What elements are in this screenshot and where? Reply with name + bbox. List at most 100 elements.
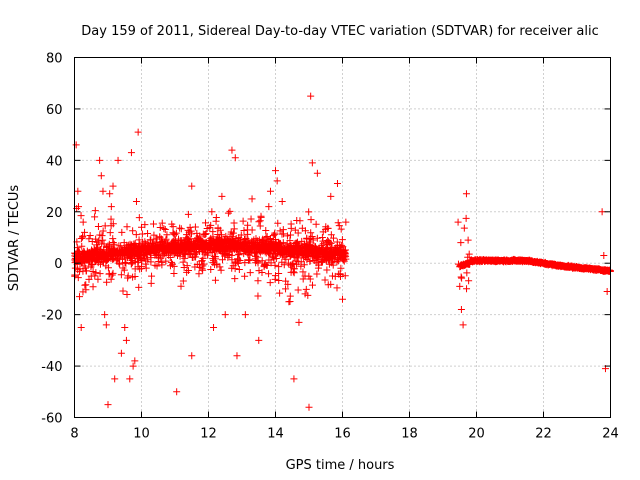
- data-point: [138, 230, 146, 238]
- data-point: [267, 259, 275, 267]
- data-point: [313, 234, 321, 242]
- data-point: [147, 279, 155, 287]
- data-point: [324, 281, 332, 289]
- ticks-layer: 8 10 12 14 16 18 20 22 24 -60 -40 -20 0 20 40 60 80: [41, 52, 619, 442]
- data-point: [84, 256, 92, 264]
- data-point: [132, 198, 140, 205]
- data-point: [210, 324, 218, 331]
- data-point: [275, 277, 283, 285]
- data-point: [265, 203, 273, 211]
- data-point: [225, 247, 233, 255]
- data-point: [113, 257, 121, 265]
- data-point: [336, 270, 344, 278]
- data-point: [312, 220, 320, 228]
- data-point: [183, 231, 191, 239]
- data-point: [142, 249, 150, 257]
- data-point: [95, 237, 103, 245]
- data-point: [91, 207, 99, 215]
- data-point: [176, 252, 184, 260]
- data-point: [119, 287, 127, 295]
- data-point: [463, 285, 471, 293]
- data-point: [307, 216, 315, 224]
- data-point: [278, 246, 286, 254]
- x-tick-label: 8: [70, 427, 78, 442]
- data-point: [318, 234, 326, 241]
- data-point: [92, 235, 100, 243]
- data-point: [299, 275, 307, 283]
- data-point: [228, 256, 236, 264]
- data-point: [257, 213, 265, 221]
- data-point: [152, 238, 160, 246]
- data-point: [307, 92, 315, 100]
- data-point: [334, 219, 342, 227]
- data-point: [88, 261, 96, 269]
- data-point: [89, 283, 97, 291]
- data-point: [98, 232, 106, 240]
- data-point: [126, 375, 134, 383]
- data-point: [138, 265, 146, 273]
- data-point: [157, 235, 165, 243]
- data-point: [101, 222, 109, 230]
- data-point: [187, 227, 195, 235]
- data-point: [172, 229, 180, 237]
- data-point: [321, 251, 329, 259]
- data-point: [303, 255, 311, 263]
- x-tick-label: 24: [602, 427, 619, 442]
- data-point: [104, 401, 112, 409]
- data-point: [464, 236, 472, 244]
- chart-title: Day 159 of 2011, Sidereal Day-to-day VTE…: [81, 24, 598, 39]
- x-tick-label: 22: [535, 427, 552, 442]
- data-point: [131, 257, 139, 265]
- data-point: [254, 292, 262, 300]
- data-point: [251, 252, 259, 260]
- data-point: [160, 250, 168, 258]
- data-point: [226, 207, 234, 215]
- x-axis-title: GPS time / hours: [286, 458, 395, 473]
- data-point: [191, 263, 199, 271]
- data-point: [156, 223, 164, 231]
- data-point: [166, 253, 174, 261]
- data-point: [207, 221, 215, 229]
- data-point: [101, 311, 109, 319]
- data-point: [184, 246, 192, 254]
- data-point: [305, 208, 313, 216]
- data-point: [459, 321, 467, 329]
- data-point: [302, 246, 310, 254]
- data-point: [224, 209, 232, 217]
- data-point: [123, 223, 131, 231]
- data-point: [80, 250, 88, 258]
- data-point: [76, 293, 84, 301]
- data-point: [127, 260, 135, 268]
- data-point: [169, 223, 177, 231]
- data-point: [244, 221, 252, 229]
- data-point: [107, 215, 115, 223]
- data-point: [603, 288, 611, 295]
- data-point: [109, 235, 117, 243]
- data-point: [100, 258, 108, 266]
- data-point: [225, 238, 233, 246]
- data-point: [262, 249, 270, 257]
- data-point: [137, 244, 145, 252]
- data-point: [90, 245, 98, 253]
- data-point: [283, 232, 291, 240]
- data-point: [279, 226, 287, 234]
- data-point: [107, 203, 115, 211]
- data-point: [313, 270, 321, 278]
- y-tick-label: 20: [46, 206, 63, 221]
- data-point: [308, 281, 316, 289]
- x-tick-label: 10: [133, 427, 150, 442]
- data-point: [183, 262, 191, 270]
- data-point: [120, 266, 128, 274]
- data-point: [129, 227, 137, 235]
- data-point: [272, 167, 279, 175]
- data-point: [188, 352, 196, 360]
- data-point: [109, 239, 117, 247]
- data-point: [235, 265, 243, 273]
- data-point: [111, 375, 119, 383]
- data-point: [148, 245, 156, 253]
- data-point: [170, 262, 178, 270]
- data-point: [158, 219, 166, 227]
- data-point: [325, 253, 333, 261]
- data-point: [321, 276, 329, 284]
